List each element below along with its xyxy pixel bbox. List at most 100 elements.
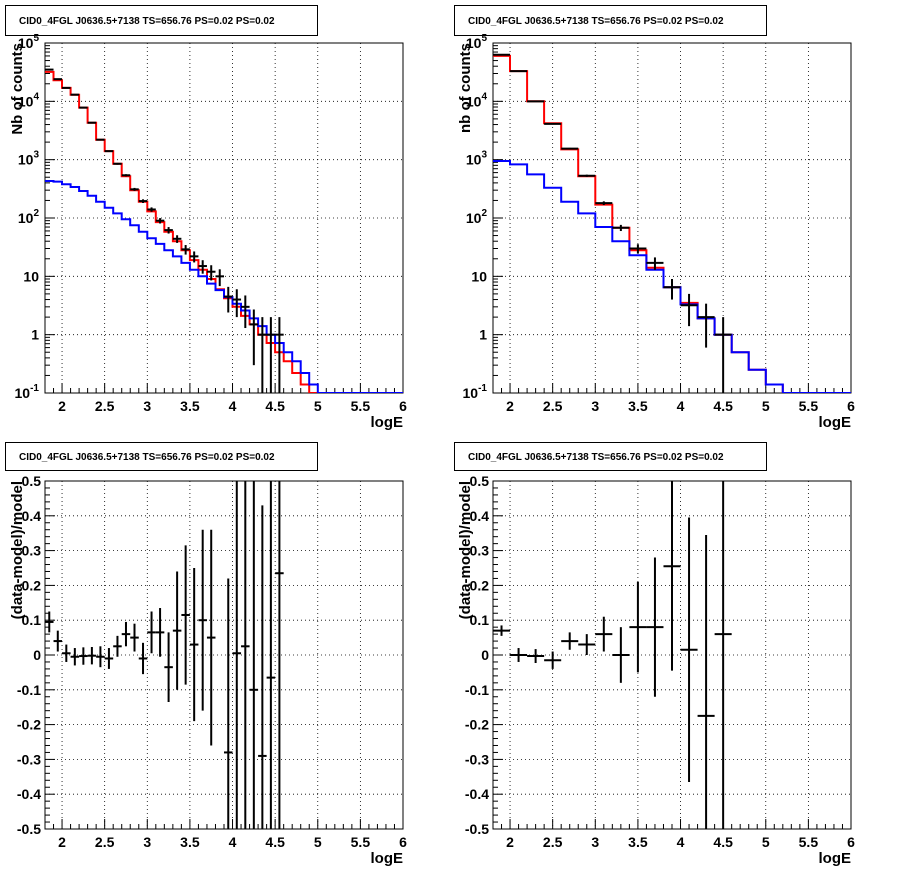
x-tick-label: 5.5 [799,834,819,850]
residual-point [121,621,131,647]
y-tick-label: 102 [466,208,488,226]
residual-point [138,642,148,675]
x-tick-label: 3.5 [628,834,648,850]
x-tick-label: 3.5 [180,398,200,414]
plot-frame [492,42,852,394]
data-point [155,218,165,224]
x-tick-label: 6 [847,834,855,850]
data-point [612,224,630,232]
x-tick-label: 4 [677,398,685,414]
ticks [492,42,852,394]
chart-title: CID0_4FGL J0636.5+7138 TS=656.76 PS=0.02… [468,452,724,463]
title-box [454,5,767,36]
data-layer [493,481,732,829]
residual-point [680,517,698,783]
ticks [44,480,404,830]
x-tick-label: 6 [399,834,407,850]
data-point [595,201,613,206]
residual-point [164,632,173,702]
title-box [5,5,318,36]
y-axis-title: (data-model)/model [9,481,26,619]
data-point [680,293,698,327]
y-tick-label: -0.3 [17,751,41,767]
chart-title: CID0_4FGL J0636.5+7138 TS=656.76 PS=0.02… [19,452,275,463]
data-point [663,279,681,300]
data-point [87,121,97,124]
data-point [189,251,199,263]
x-tick-label: 5 [314,398,322,414]
data-point [714,317,732,393]
x-tick-label: 4.5 [265,834,285,850]
residual-point [266,481,276,829]
residual-point [172,571,182,690]
data-point [206,265,216,281]
x-tick-label: 4 [677,834,685,850]
x-tick-label: 3 [591,398,599,414]
histogram-series-2 [45,180,403,393]
y-axis-title: (data-model)/model [457,481,474,619]
x-tick-label: 5.5 [351,834,371,850]
x-axis-title: logE [819,850,852,867]
residual-point [87,646,97,665]
residual-point [113,635,122,657]
x-tick-label: 3 [143,834,151,850]
x-tick-label: 4 [229,834,237,850]
y-axis-title: nb of counts [457,43,474,133]
residual-point [595,616,613,652]
data-point [198,260,207,274]
x-tick-label: 3 [591,834,599,850]
y-tick-label: 103 [466,150,488,168]
data-point [113,162,122,165]
data-point [561,147,579,150]
data-point [578,174,596,177]
histogram-series-1 [45,70,403,393]
residual-point [96,646,105,668]
x-tick-label: 5 [762,834,770,850]
residual-point [232,481,242,829]
x-tick-label: 4.5 [713,398,733,414]
grid [493,42,852,394]
data-point [275,317,284,393]
residual-point [104,648,114,669]
data-point [266,317,276,393]
residual-point [206,529,216,746]
residual-point [629,581,647,673]
y-tick-label: -0.2 [17,717,41,733]
residual-point [697,534,715,829]
data-point [697,303,715,348]
x-tick-label: 3 [143,398,151,414]
chart-panel-4: CID0_4FGL J0636.5+7138 TS=656.76 PS=0.02… [454,442,855,867]
residual-point [189,568,199,722]
x-tick-label: 4.5 [713,834,733,850]
residual-point [181,545,190,685]
y-tick-label: 0 [33,647,41,663]
residual-point [527,649,545,664]
y-tick-label: 0.5 [22,473,42,489]
y-tick-label: 0.2 [22,577,42,593]
x-tick-label: 5 [762,398,770,414]
residual-point [198,529,207,711]
data-point [215,269,224,287]
y-tick-label: 0.5 [470,473,490,489]
data-point [527,100,545,103]
x-tick-label: 2.5 [95,834,115,850]
residual-point [544,651,562,669]
residual-point [241,481,250,829]
histogram-series-2 [493,160,851,393]
x-tick-label: 5.5 [799,398,819,414]
y-tick-label: 104 [18,91,40,109]
x-tick-label: 3.5 [180,834,200,850]
residual-point [714,481,732,829]
y-tick-label: 105 [18,33,40,51]
y-tick-label: 102 [18,208,40,226]
y-tick-label: -0.1 [465,682,489,698]
residual-point [45,611,54,633]
data-point [629,244,647,254]
chart-panel-2: CID0_4FGL J0636.5+7138 TS=656.76 PS=0.02… [454,5,855,431]
data-point [96,138,105,141]
title-box [454,442,767,471]
data-point [544,122,562,125]
grid [45,480,404,830]
y-tick-label: 104 [466,91,488,109]
x-tick-label: 2 [58,834,66,850]
